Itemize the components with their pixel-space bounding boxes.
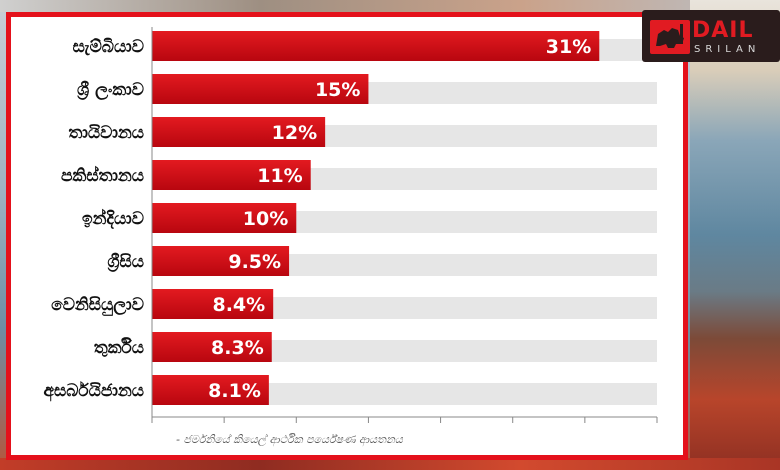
chart-panel: සැම්බියාව 31% ශ්‍රී ලංකාව 15% තායිවානය 12% පකි… [6, 12, 688, 460]
value-label: 12% [272, 122, 317, 144]
category-label: පකිස්තානය [61, 165, 144, 186]
bar-track [152, 383, 657, 405]
bar [152, 332, 272, 362]
category-label: තායිවානය [69, 123, 144, 143]
background-bottom-strip [0, 458, 780, 470]
logo-text-srilanka: SRILAN [694, 44, 761, 55]
daily-srilanka-logo: DAIL SRILAN [642, 10, 780, 62]
bar [152, 375, 269, 405]
bar [152, 289, 274, 319]
bar-track [152, 340, 657, 362]
value-label: 8.3% [211, 337, 264, 359]
value-label: 10% [243, 208, 288, 230]
value-label: 8.4% [212, 294, 265, 316]
value-label: 9.5% [228, 251, 281, 273]
bar [152, 31, 600, 61]
category-label: අසර්බයිජානය [44, 381, 144, 402]
background-top-strip [0, 0, 780, 12]
bar [152, 160, 311, 190]
category-label: වෙනිසියුලාව [51, 295, 144, 316]
background-scene [690, 0, 780, 470]
bar-chart: සැම්බියාව 31% ශ්‍රී ලංකාව 15% තායිවානය 12% පකි… [44, 27, 658, 447]
bar [152, 246, 290, 276]
source-note: - ජර්මනියේ කියෙල් ආර්ථික පර්යේෂණ ආයතනය [176, 433, 404, 447]
logo-text-daily: DAIL [692, 18, 754, 43]
category-label: සැම්බියාව [73, 37, 144, 57]
bar-track [152, 297, 657, 319]
lion-icon [650, 20, 690, 54]
category-label: ඉන්දියාව [82, 208, 144, 230]
value-label: 15% [315, 79, 360, 101]
bar [152, 203, 297, 233]
category-label: තුර්කිය [94, 337, 144, 358]
value-label: 8.1% [208, 380, 261, 402]
category-label: ග්‍රීසිය [107, 252, 144, 273]
bar [152, 117, 326, 147]
category-label: ශ්‍රී ලංකාව [77, 80, 144, 101]
value-label: 31% [546, 36, 591, 58]
value-label: 11% [257, 165, 302, 187]
bar [152, 74, 369, 104]
